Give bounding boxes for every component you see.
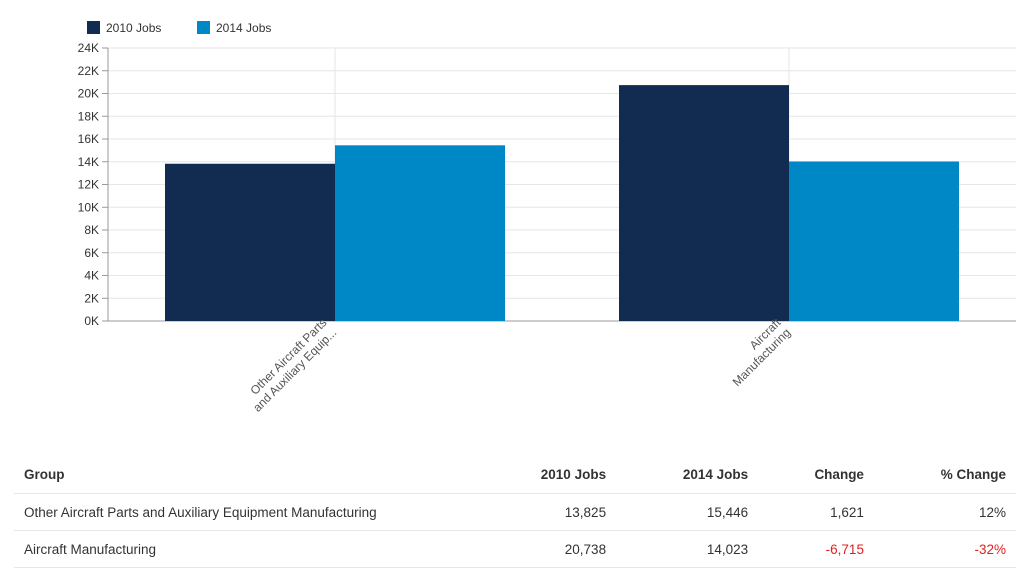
chart-area: 0K 2K 4K 6K 8K 10K 12K 14K 16K 18K 20K 22K 24K Other … [78,21,1016,415]
legend-label: 2010 Jobs [106,21,161,35]
legend-swatch [197,21,210,34]
x-category-label: Other Aircraft Partsand Auxiliary Equip.… [240,316,339,415]
cell-change: 1,621 [758,493,874,531]
header-pct-change[interactable]: % Change [873,455,1016,494]
y-tick-label: 2K [84,291,99,305]
bar-chart: 0K 2K 4K 6K 8K 10K 12K 14K 16K 18K 20K 22K 24K Other … [78,21,1016,415]
header-change[interactable]: Change [758,455,874,494]
svg-text:AircraftManufacturing: AircraftManufacturing [720,315,794,389]
y-tick-label: 0K [84,314,99,328]
header-2010-jobs[interactable]: 2010 Jobs [474,455,617,494]
y-tick-label: 14K [78,155,99,169]
cell-pct-change: -32% [873,530,1016,568]
cell-group: Aircraft Manufacturing [14,530,474,568]
table-row: Aircraft Manufacturing 20,738 14,023 -6,… [14,530,1016,568]
x-category-label: AircraftManufacturing [720,315,794,389]
y-tick-label: 12K [78,178,99,192]
cell-pct-change: 12% [873,493,1016,531]
y-tick-label: 6K [84,246,99,260]
y-tick-label: 20K [78,87,99,101]
table-row: Other Aircraft Parts and Auxiliary Equip… [14,493,1016,531]
header-2014-jobs[interactable]: 2014 Jobs [616,455,759,494]
cell-group: Other Aircraft Parts and Auxiliary Equip… [14,493,474,531]
bar [789,161,959,321]
bar [165,163,335,321]
y-tick-label: 10K [78,200,99,214]
header-group[interactable]: Group [14,455,474,494]
data-table: Group 2010 Jobs 2014 Jobs Change % Chang… [14,455,1016,568]
y-tick-label: 18K [78,109,99,123]
cell-2014-jobs: 14,023 [616,530,759,568]
y-tick-label: 4K [84,269,99,283]
y-tick-label: 16K [78,132,99,146]
y-tick-label: 24K [78,41,99,55]
legend-swatch [87,21,100,34]
y-tick-label: 8K [84,223,99,237]
legend-label: 2014 Jobs [216,21,271,35]
svg-text:Other Aircraft Partsand Auxili: Other Aircraft Partsand Auxiliary Equip.… [240,316,339,415]
bar [335,145,505,321]
cell-change: -6,715 [758,530,874,568]
y-tick-label: 22K [78,64,99,78]
cell-2010-jobs: 13,825 [474,493,617,531]
cell-2010-jobs: 20,738 [474,530,617,568]
bar [619,85,789,321]
cell-2014-jobs: 15,446 [616,493,759,531]
table-header-row: Group 2010 Jobs 2014 Jobs Change % Chang… [14,455,1016,494]
